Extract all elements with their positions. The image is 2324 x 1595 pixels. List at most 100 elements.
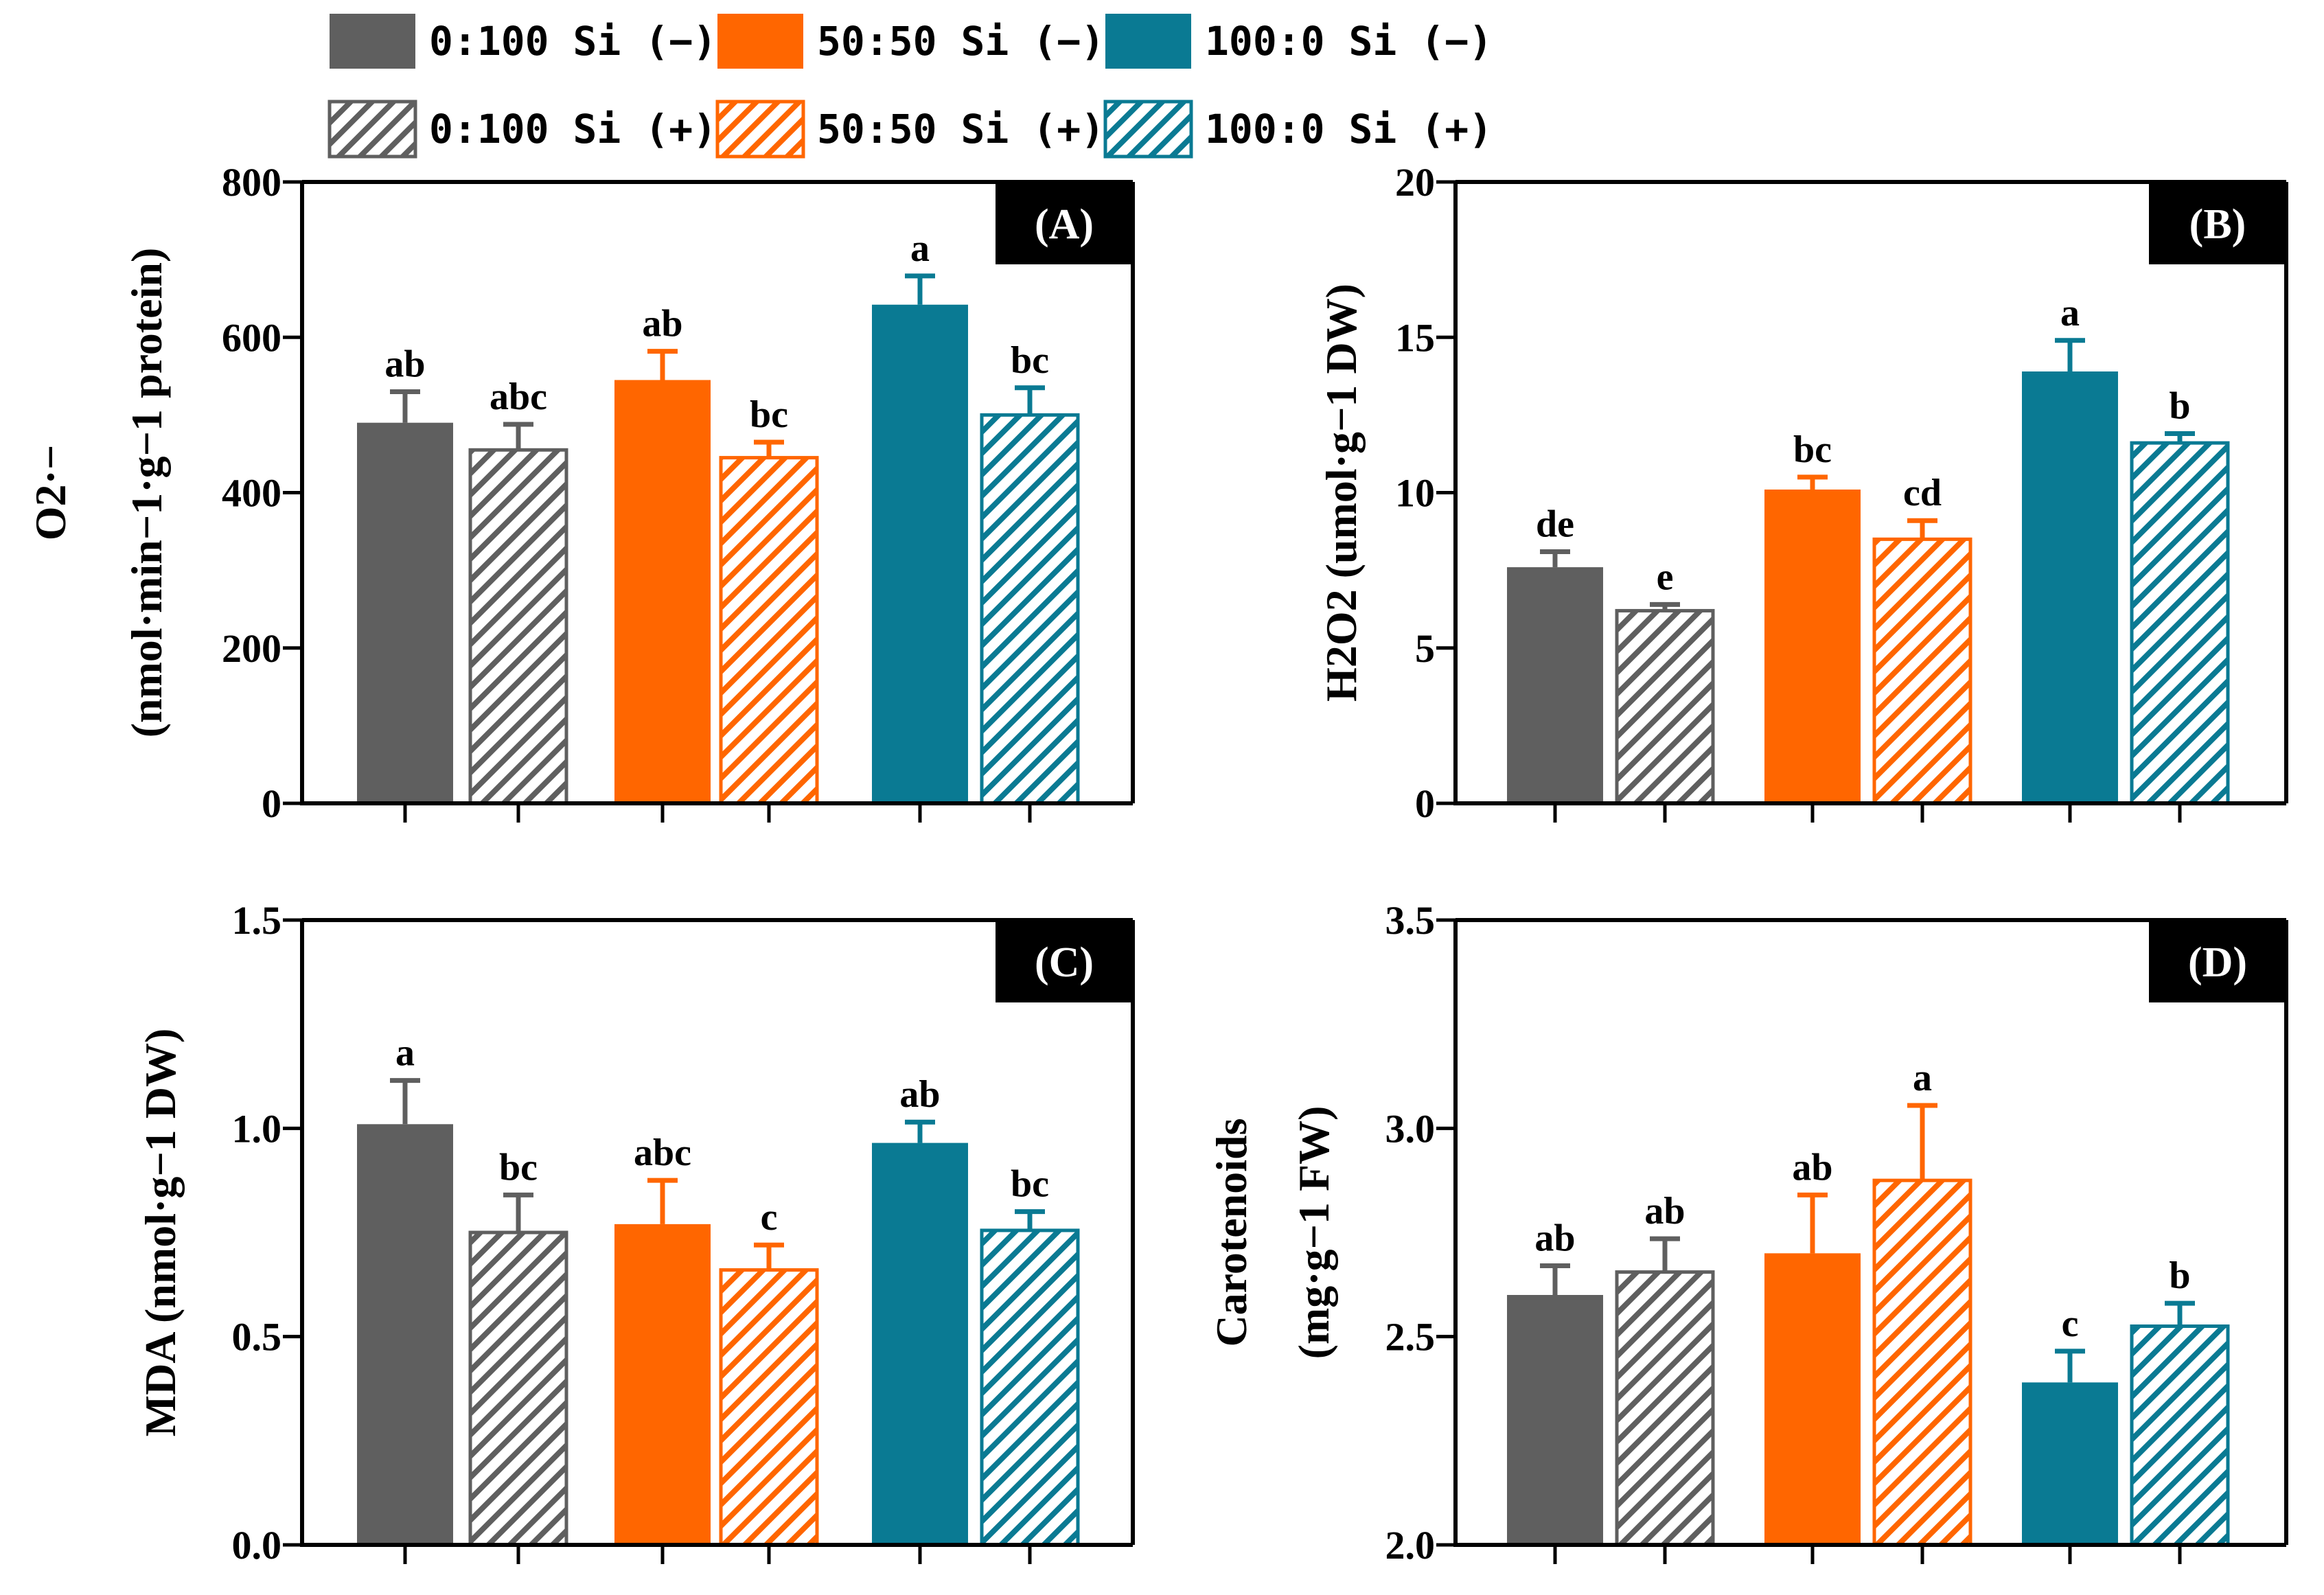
- legend-swatch: [327, 100, 417, 159]
- bar: [1764, 1253, 1861, 1545]
- bar: [614, 1224, 711, 1545]
- panel-tag-box: [2149, 182, 2286, 264]
- legend-label: 50:50 Si (−): [817, 18, 1105, 65]
- y-tick-label: 3.5: [1385, 898, 1436, 943]
- panel-tag-box: [996, 182, 1133, 264]
- significance-label: ab: [1792, 1146, 1832, 1189]
- legend-swatch: [330, 14, 415, 69]
- bar: [1764, 489, 1861, 803]
- legend-item: 50:50 Si (−): [717, 14, 1105, 69]
- y-axis-title: MDA (nmol·g−1 DW): [136, 1029, 185, 1437]
- panel-tag-label: (B): [2189, 201, 2246, 248]
- bar: [2130, 1324, 2230, 1547]
- significance-label: bc: [499, 1146, 538, 1189]
- bar: [2022, 1382, 2118, 1545]
- legend-label: 0:100 Si (−): [429, 18, 717, 65]
- legend-swatch: [1105, 14, 1191, 69]
- significance-label: bc: [1011, 1163, 1049, 1206]
- significance-label: abc: [634, 1132, 691, 1174]
- legend: 0:100 Si (−) 50:50 Si (−) 100:0 Si (−) 0:10…: [327, 14, 1493, 159]
- panel-tag: (A): [996, 182, 1133, 264]
- y-tick-label: 10: [1395, 471, 1435, 516]
- panel-tag-label: (A): [1035, 201, 1094, 248]
- y-axis-title: O2·−: [26, 445, 75, 541]
- bar: [2130, 441, 2230, 805]
- bar: [357, 1124, 453, 1545]
- bar: [980, 1228, 1080, 1547]
- significance-label: bc: [1793, 428, 1832, 471]
- bar: [980, 413, 1080, 805]
- y-tick-label: 400: [222, 471, 281, 516]
- significance-label: ab: [384, 343, 425, 385]
- y-tick-label: 0: [262, 781, 281, 826]
- significance-label: a: [395, 1032, 415, 1075]
- y-axis-title: Carotenoids: [1207, 1118, 1256, 1346]
- significance-label: cd: [1903, 472, 1942, 514]
- bar: [1507, 567, 1603, 803]
- bar: [614, 380, 711, 803]
- bar: [1872, 537, 1972, 805]
- legend-label: 100:0 Si (−): [1205, 18, 1493, 65]
- panel-d: ab ab ab a c b 2.0 2.5 3.0 3.5 (D) Carotenoids (mg·g…: [1207, 898, 2288, 1568]
- y-tick-label: 2.0: [1385, 1523, 1436, 1568]
- legend-item: 100:0 Si (−): [1105, 14, 1493, 69]
- significance-label: bc: [750, 393, 788, 436]
- bar: [468, 1230, 568, 1547]
- y-axis-title-line2: (mg·g−1 FW): [1289, 1106, 1338, 1359]
- y-tick-label: 5: [1415, 626, 1435, 671]
- significance-label: bc: [1011, 339, 1049, 382]
- y-tick-label: 200: [222, 626, 281, 671]
- y-axis-title-line2: (nmol·min−1·g−1 protein): [122, 248, 171, 738]
- bar: [1872, 1178, 1972, 1547]
- legend-item: 0:100 Si (−): [330, 14, 717, 69]
- bar: [719, 1268, 819, 1547]
- panel-tag: (C): [996, 920, 1133, 1002]
- legend-label: 50:50 Si (+): [817, 106, 1105, 152]
- panel-tag: (D): [2149, 920, 2286, 1002]
- y-tick-label: 0: [1415, 781, 1435, 826]
- legend-label: 100:0 Si (+): [1205, 106, 1493, 152]
- significance-label: a: [1913, 1057, 1932, 1099]
- bar: [468, 448, 568, 805]
- legend-item: 50:50 Si (+): [715, 100, 1105, 159]
- y-tick-label: 0.0: [232, 1523, 282, 1568]
- significance-label: e: [1657, 555, 1674, 598]
- panel-tag: (B): [2149, 182, 2286, 264]
- significance-label: a: [2060, 292, 2080, 334]
- bar: [872, 1143, 968, 1545]
- y-tick-label: 2.5: [1385, 1315, 1436, 1359]
- panel-tag-box: [996, 920, 1133, 1002]
- y-tick-label: 15: [1395, 315, 1435, 360]
- y-tick-label: 800: [222, 160, 281, 205]
- y-tick-label: 20: [1395, 160, 1435, 205]
- legend-item: 100:0 Si (+): [1103, 100, 1493, 159]
- significance-label: c: [2062, 1303, 2079, 1345]
- bar: [357, 422, 453, 803]
- y-tick-label: 0.5: [232, 1315, 282, 1359]
- panel-tag-box: [2149, 920, 2286, 1002]
- bar: [872, 304, 968, 803]
- bar: [1507, 1295, 1603, 1545]
- bar: [1615, 1270, 1715, 1547]
- legend-swatch: [1103, 100, 1193, 159]
- y-tick-label: 1.5: [232, 898, 282, 943]
- significance-label: a: [910, 227, 930, 270]
- y-tick-label: 600: [222, 315, 281, 360]
- y-tick-label: 3.0: [1385, 1106, 1436, 1151]
- legend-swatch: [715, 100, 805, 159]
- panel-tag-label: (D): [2188, 939, 2247, 986]
- significance-label: b: [2169, 385, 2190, 428]
- significance-label: de: [1536, 503, 1574, 545]
- significance-label: ab: [1644, 1190, 1685, 1232]
- bar: [2022, 371, 2118, 803]
- significance-label: b: [2169, 1254, 2190, 1297]
- significance-label: ab: [1534, 1217, 1575, 1260]
- legend-swatch: [717, 14, 803, 69]
- bar: [719, 456, 819, 805]
- bar: [1615, 608, 1715, 805]
- legend-label: 0:100 Si (+): [429, 106, 717, 152]
